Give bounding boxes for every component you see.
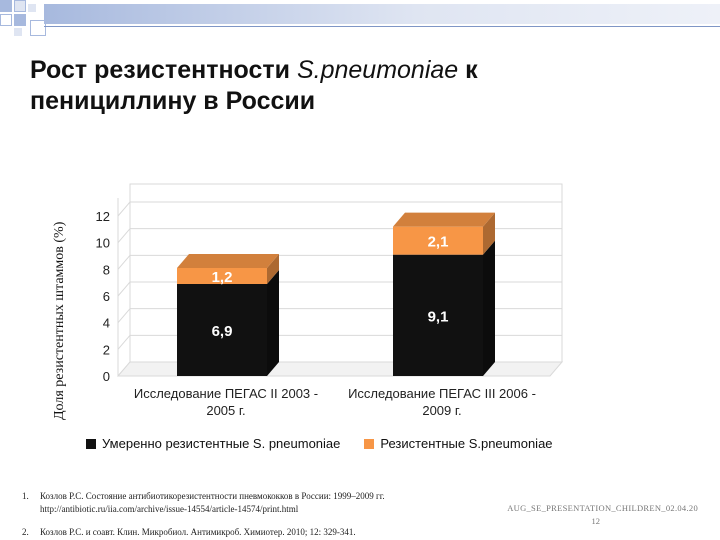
x-tick-label: Исследование ПЕГАС III 2006 - [348, 386, 536, 401]
bar-segment [177, 268, 267, 284]
y-tick-label: 12 [96, 209, 110, 224]
gridline-side [117, 281, 131, 297]
corner-square-7 [30, 20, 46, 36]
legend-item-moderate: Умеренно резистентные S. pneumoniae [86, 436, 340, 451]
page-number: 12 [591, 516, 601, 526]
corner-square-4 [14, 14, 26, 26]
chart-legend: Умеренно резистентные S. pneumoniae Рези… [86, 436, 577, 451]
gridline-side [117, 255, 131, 270]
y-tick-label: 4 [103, 316, 110, 331]
data-label: 2,1 [428, 234, 449, 251]
bar-side [483, 240, 495, 376]
x-tick-label: 2005 г. [206, 403, 245, 418]
footer-file-id: AUG_SE_PRESENTATION_CHILDREN_02.04.20 [507, 503, 698, 513]
x-tick-label: Исследование ПЕГАС II 2003 - [134, 386, 318, 401]
reference-text: Козлов Р.С. и соавт. Клин. Микробиол. Ан… [40, 527, 356, 537]
gridline-side [117, 201, 131, 217]
title-text-2: к пенициллину в России [30, 56, 478, 115]
data-label: 1,2 [212, 269, 233, 286]
y-tick-label: 6 [103, 289, 110, 304]
slide-title: Рост резистентности S.pneumoniae к пениц… [30, 55, 590, 117]
legend-swatch-moderate [86, 438, 96, 449]
gridline-side [117, 308, 131, 323]
reference-item: 2. Козлов Р.С. и соавт. Клин. Микробиол.… [22, 527, 356, 537]
title-species: S.pneumoniae [296, 56, 459, 84]
header-band [44, 4, 720, 24]
legend-swatch-resistant [364, 438, 375, 449]
bar-segment [393, 226, 483, 255]
corner-square-5 [28, 4, 36, 12]
bar-side [267, 254, 279, 284]
gridline-side [117, 228, 131, 243]
bar-segment [177, 284, 267, 376]
stacked-bar-chart: 0 2 4 6 8 10 12 6,9 1,2 Исследование ПЕГАС II 200… [96, 183, 564, 418]
corner-square-3 [0, 14, 12, 26]
title-text-1: Рост резистентности [30, 56, 297, 84]
y-tick-label: 10 [96, 236, 110, 251]
corner-square-1 [0, 0, 12, 12]
references: 1. Козлов Р.С. Состояние антибиотикорези… [22, 490, 502, 539]
x-tick-label: 2009 г. [422, 403, 461, 418]
legend-item-resistant: Резистентные S.pneumoniae [364, 436, 553, 451]
bar-segment [393, 254, 483, 376]
bar-top [393, 212, 495, 227]
legend-label-moderate: Умеренно резистентные S. pneumoniae [102, 436, 341, 451]
gridline-side [117, 335, 131, 350]
reference-text: Козлов Р.С. Состояние антибиотикорезисте… [40, 491, 385, 514]
bar-side [267, 270, 279, 376]
bar-side [483, 212, 495, 255]
y-tick-label: 2 [103, 342, 110, 357]
y-tick-label: 0 [103, 369, 110, 384]
y-axis-title: Доля резистентных штаммов (%) [52, 221, 67, 420]
y-tick-label: 8 [103, 262, 110, 277]
data-label: 9,1 [428, 308, 449, 325]
corner-square-6 [14, 28, 22, 36]
corner-square-2 [14, 0, 26, 12]
reference-item: 1. Козлов Р.С. Состояние антибиотикорези… [22, 490, 502, 516]
header-rule [44, 26, 720, 27]
data-label: 6,9 [212, 323, 233, 340]
bar-top [177, 254, 279, 268]
legend-label-resistant: Резистентные S.pneumoniae [380, 436, 553, 451]
